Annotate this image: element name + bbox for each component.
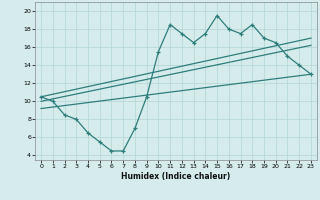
X-axis label: Humidex (Indice chaleur): Humidex (Indice chaleur)	[121, 172, 231, 181]
